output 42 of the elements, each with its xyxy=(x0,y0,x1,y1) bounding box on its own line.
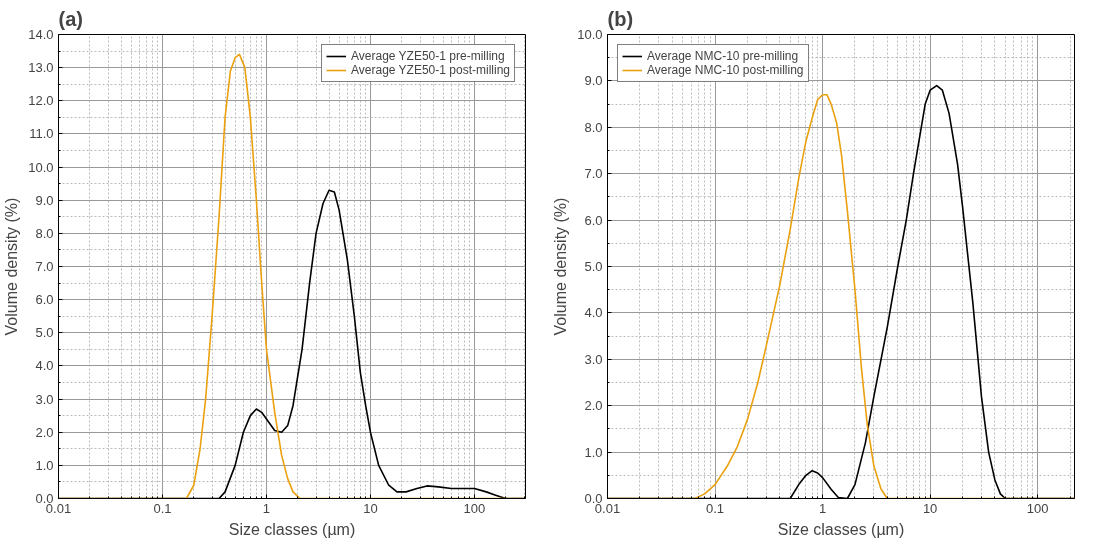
y-tick-label: 8.0 xyxy=(35,225,54,241)
x-tick-label: 10 xyxy=(922,500,938,516)
y-tick-label: 11.0 xyxy=(29,126,54,142)
y-tick-label: 12.0 xyxy=(28,93,54,109)
y-tick-label: 13.0 xyxy=(28,60,54,76)
y-axis-title: Volume density (%) xyxy=(3,197,21,336)
y-tick-label: 4.0 xyxy=(584,305,603,321)
text: (a) xyxy=(58,7,83,30)
legend-label: Average NMC-10 pre-milling xyxy=(647,49,799,63)
y-tick-label: 9.0 xyxy=(35,192,54,208)
y-tick-label: 7.0 xyxy=(35,259,54,274)
y-tick-label: 2.0 xyxy=(584,398,603,414)
y-tick-label: 6.0 xyxy=(35,292,54,308)
y-tick-label: 5.0 xyxy=(35,325,54,341)
y-tick-label: 8.0 xyxy=(584,119,603,135)
y-tick-label: 1.0 xyxy=(35,457,54,473)
x-tick-label: 100 xyxy=(463,500,486,516)
legend-label: Average NMC-10 post-milling xyxy=(647,63,804,77)
x-tick-label: 100 xyxy=(1026,500,1049,516)
x-tick-label: 0.1 xyxy=(706,500,725,516)
x-tick-label: 1 xyxy=(262,500,271,516)
y-tick-label: 7.0 xyxy=(584,166,603,182)
y-tick-label: 3.0 xyxy=(584,351,603,367)
legend-label: Average YZE50-1 pre-milling xyxy=(351,49,505,63)
y-tick-label: 3.0 xyxy=(35,391,54,407)
x-axis-title: Size classes (µm) xyxy=(228,520,356,538)
y-tick-label: 5.0 xyxy=(584,259,603,274)
y-tick-label: 10.0 xyxy=(28,159,54,175)
text: (b) xyxy=(607,7,634,30)
legend-label: Average YZE50-1 post-milling xyxy=(351,63,510,77)
y-tick-label: 14.0 xyxy=(28,27,54,42)
y-tick-label: 2.0 xyxy=(35,424,54,440)
y-tick-label: 10.0 xyxy=(577,27,603,42)
x-tick-label: 0.1 xyxy=(153,500,172,516)
y-tick-label: 9.0 xyxy=(584,73,603,89)
x-axis-title: Size classes (µm) xyxy=(777,520,905,538)
y-axis-title: Volume density (%) xyxy=(552,197,570,336)
x-tick-label: 10 xyxy=(363,500,378,516)
y-tick-label: 4.0 xyxy=(35,358,54,374)
x-tick-label: 1 xyxy=(818,500,827,516)
y-tick-label: 1.0 xyxy=(584,444,603,460)
y-tick-label: 6.0 xyxy=(584,212,603,228)
